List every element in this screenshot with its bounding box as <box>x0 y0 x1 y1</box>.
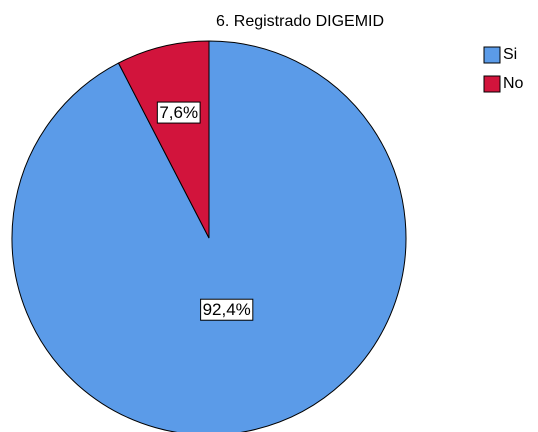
label-box <box>200 298 254 321</box>
data-label: 92,4% <box>203 300 251 319</box>
label-box <box>156 101 201 124</box>
legend-swatch <box>483 75 501 93</box>
pie-slice <box>117 40 210 239</box>
chart-title: 6. Registrado DIGEMID <box>216 13 384 30</box>
pie-slice <box>11 40 407 432</box>
data-label: 7,6% <box>159 103 198 122</box>
legend-label: Si <box>503 46 517 63</box>
legend-label: No <box>503 75 524 92</box>
legend-swatch <box>483 46 501 64</box>
